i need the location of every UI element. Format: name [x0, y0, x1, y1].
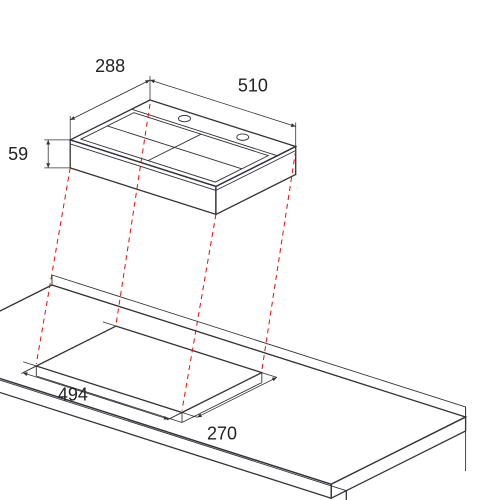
dim-cooktop-height: 59	[8, 144, 28, 164]
guide-line	[116, 104, 150, 324]
guide-line	[36, 168, 70, 364]
dim-cooktop-width: 288	[95, 56, 125, 76]
dimension-diagram: 288 510 59 494 270	[0, 0, 500, 500]
dim-cooktop-depth: 510	[238, 75, 268, 95]
dim-cutout-width: 270	[207, 423, 237, 443]
dim-cutout-depth: 494	[58, 385, 88, 405]
guide-line	[182, 214, 216, 410]
